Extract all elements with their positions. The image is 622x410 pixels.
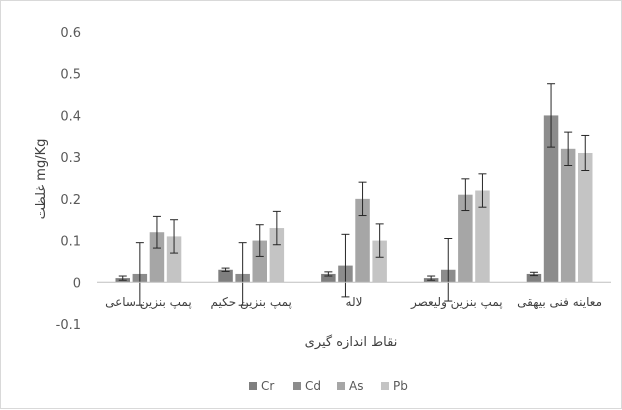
x-category-label: پمپ بنزین ولیعصر: [410, 295, 503, 310]
legend-item-pb: Pb: [381, 379, 408, 393]
legend-item-as: As: [337, 379, 363, 393]
legend-label: Cd: [305, 379, 321, 393]
legend-swatch: [293, 382, 301, 390]
bar-pb: [372, 240, 387, 283]
error-bar: [221, 267, 230, 272]
x-axis-title: نقاط اندازه گیری: [305, 334, 398, 350]
y-axis-ticks: -0.1 0 0.1 0.2 0.3 0.4 0.5 0.6: [56, 26, 81, 333]
x-category-label: پمپ بنزین حکیم: [210, 295, 291, 310]
bar-cr: [526, 273, 542, 283]
bar-pb: [475, 190, 490, 283]
error-bar: [444, 237, 453, 302]
bar-pb: [269, 228, 285, 283]
x-category-label: لاله: [346, 295, 363, 309]
error-bar: [529, 271, 538, 277]
error-bar: [135, 242, 144, 306]
y-tick-label: 0.3: [60, 151, 81, 166]
legend: Cr Cd As Pb: [249, 379, 408, 393]
legend-label: As: [349, 379, 363, 393]
y-tick-label: 0.5: [60, 68, 81, 83]
error-bar: [118, 275, 127, 281]
error-bar: [375, 223, 384, 258]
error-bar: [238, 242, 247, 306]
y-tick-label: 0.2: [60, 193, 81, 208]
y-tick-label: 0.1: [60, 235, 81, 250]
bar-as: [355, 198, 370, 283]
legend-label: Pb: [393, 379, 408, 393]
bar-as: [149, 232, 165, 283]
bar-pb: [578, 152, 593, 283]
error-bar: [564, 131, 573, 166]
error-bar: [152, 215, 161, 249]
error-bar: [341, 233, 350, 298]
bar-cr: [321, 273, 336, 283]
error-bar: [461, 178, 470, 212]
legend-item-cd: Cd: [293, 379, 321, 393]
error-bar: [581, 134, 590, 171]
y-tick-label: 0: [73, 276, 81, 291]
error-bar: [324, 271, 333, 277]
error-bar: [358, 181, 367, 217]
legend-swatch: [249, 382, 257, 390]
bar-as: [560, 148, 576, 283]
error-bar: [478, 173, 487, 208]
error-bar: [255, 224, 264, 257]
bars: [115, 115, 593, 283]
error-bar: [427, 275, 436, 281]
bar-as: [252, 240, 267, 283]
bar-pb: [166, 236, 182, 283]
y-tick-label: -0.1: [56, 318, 81, 333]
error-bar: [272, 210, 281, 246]
x-category-label: معاینه فنی بیهقی: [517, 295, 602, 309]
bar-cd: [543, 115, 559, 283]
error-bars: [118, 83, 590, 306]
legend-swatch: [381, 382, 389, 390]
y-tick-label: 0.6: [60, 26, 81, 41]
x-category-label: پمپ بنزین ساعی: [105, 295, 192, 310]
y-axis-title: غلظت mg/Kg: [34, 139, 49, 220]
x-axis-categories: پمپ بنزین ساعی پمپ بنزین حکیم لاله پمپ بنزی…: [105, 295, 602, 310]
error-bar: [170, 219, 179, 254]
bar-as: [458, 194, 473, 283]
legend-swatch: [337, 382, 345, 390]
error-bar: [547, 83, 556, 148]
y-tick-label: 0.4: [60, 109, 81, 124]
legend-label: Cr: [261, 379, 274, 393]
legend-item-cr: Cr: [249, 379, 274, 393]
bar-cr: [218, 269, 233, 283]
